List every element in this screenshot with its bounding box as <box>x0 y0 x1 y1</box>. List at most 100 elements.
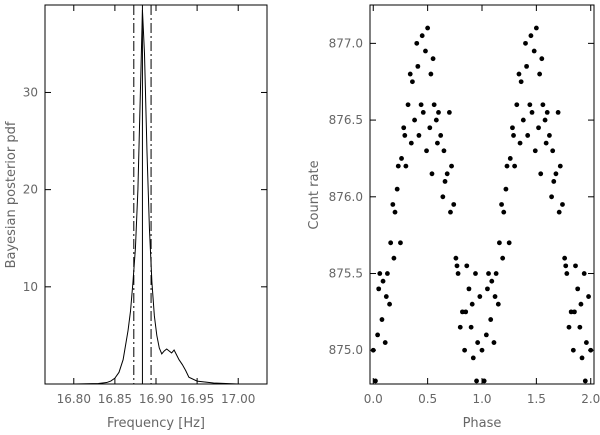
data-point <box>433 117 439 123</box>
data-point <box>489 278 495 284</box>
left-ytick-label: 20 <box>23 183 38 197</box>
data-point <box>438 133 444 138</box>
right-y-axis-label: Count rate <box>307 160 322 229</box>
data-point <box>412 117 417 123</box>
data-point <box>512 163 518 169</box>
data-point <box>479 347 485 353</box>
data-point <box>564 271 570 276</box>
left-x-axis-label: Frequency [Hz] <box>107 416 205 431</box>
data-point <box>457 324 463 330</box>
data-point <box>440 194 446 200</box>
data-point <box>532 148 538 154</box>
right-ytick-label: 875.0 <box>329 343 363 357</box>
data-point <box>540 102 546 108</box>
left-ticklabel-group: 16.80 16.85 16.90 16.95 17.00 10 20 30 <box>23 85 256 406</box>
data-point <box>423 48 428 54</box>
right-tick-group <box>370 5 594 384</box>
right-xtick-label: 0.5 <box>418 392 437 406</box>
data-point <box>543 140 549 146</box>
data-point <box>586 294 591 299</box>
data-point <box>481 378 487 384</box>
data-point <box>444 171 450 177</box>
left-ytick-label: 30 <box>23 85 38 99</box>
left-xtick-label: 16.85 <box>98 392 132 406</box>
data-point <box>429 171 435 177</box>
data-point <box>430 56 436 62</box>
data-point <box>524 63 529 69</box>
data-point <box>485 286 490 292</box>
data-point <box>377 271 383 276</box>
left-xtick-label: 17.00 <box>221 392 255 406</box>
data-point <box>379 317 385 322</box>
data-point <box>446 110 452 115</box>
data-point <box>474 378 479 384</box>
left-y-axis-label: Bayesian posterior pdf <box>4 121 19 268</box>
data-point <box>401 125 407 131</box>
data-point <box>403 163 409 169</box>
left-xtick-label: 16.90 <box>139 392 173 406</box>
data-point <box>464 263 470 269</box>
data-point <box>427 125 433 131</box>
data-point <box>575 286 581 292</box>
data-point <box>500 255 506 261</box>
data-point <box>468 324 474 330</box>
data-point <box>583 340 589 345</box>
data-point <box>572 309 577 315</box>
data-point <box>573 263 578 269</box>
data-point <box>407 71 413 77</box>
data-point <box>547 133 552 138</box>
data-point <box>562 255 568 261</box>
data-point <box>418 102 424 108</box>
left-ytick-label: 10 <box>23 280 38 294</box>
right-xtick-label: 1.5 <box>527 392 546 406</box>
data-point <box>570 347 576 353</box>
right-ytick-label: 877.0 <box>329 36 363 50</box>
data-point <box>448 209 453 215</box>
data-point <box>385 271 390 276</box>
data-point <box>523 40 528 46</box>
data-point <box>525 133 531 138</box>
data-point <box>542 117 548 123</box>
right-xtick-label: 0.0 <box>364 392 383 406</box>
data-point <box>388 240 394 246</box>
left-xtick-label: 16.80 <box>57 392 91 406</box>
data-point <box>514 102 520 108</box>
left-xtick-label: 16.95 <box>180 392 214 406</box>
data-point <box>501 209 507 215</box>
data-point <box>550 148 556 154</box>
data-point <box>383 294 389 299</box>
data-point <box>391 255 397 261</box>
data-point <box>470 355 476 361</box>
data-point <box>551 179 557 184</box>
data-point <box>577 324 583 330</box>
right-plot-frame <box>369 4 595 385</box>
data-point <box>425 25 431 31</box>
data-point <box>435 140 440 146</box>
data-point <box>395 163 401 169</box>
data-point <box>486 271 491 276</box>
right-xtick-label: 2.0 <box>581 392 600 406</box>
data-point <box>431 102 437 108</box>
data-point <box>549 194 554 200</box>
data-point <box>462 347 467 353</box>
right-x-axis-label: Phase <box>463 416 502 431</box>
data-point <box>510 125 515 131</box>
right-panel-count-rate: 0.0 0.5 1.0 1.5 2.0 875.0 875.5 876.0 876.5 877.0… <box>307 4 600 431</box>
data-point <box>517 140 523 146</box>
data-point <box>563 263 569 269</box>
data-point <box>537 71 543 77</box>
data-point <box>531 48 537 54</box>
right-ticklabel-group: 0.0 0.5 1.0 1.5 2.0 875.0 875.5 876.0 876.5 877.0 <box>329 36 600 406</box>
right-ytick-label: 875.5 <box>329 267 363 281</box>
data-point <box>420 110 426 115</box>
data-point <box>582 378 588 384</box>
data-point <box>408 140 414 146</box>
data-point <box>414 40 420 46</box>
data-point <box>473 271 478 276</box>
data-point <box>488 317 494 322</box>
data-point <box>538 171 544 177</box>
posterior-curve <box>45 9 267 385</box>
data-point <box>506 240 512 246</box>
data-point <box>497 240 502 246</box>
data-point <box>405 102 411 108</box>
